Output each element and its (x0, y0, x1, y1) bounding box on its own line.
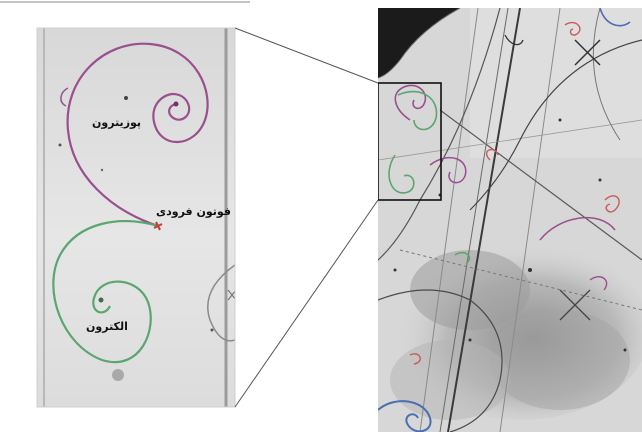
electron-track (52, 220, 159, 364)
electron-label: الکترون (86, 320, 128, 333)
zoom-connector-lines-icon (234, 27, 379, 408)
positron-track (66, 42, 209, 228)
bubble-chamber-photo (378, 8, 642, 432)
positron-label: پوزیترون (92, 116, 142, 129)
photon-vertex (153, 221, 163, 231)
zoom-inset-panel (37, 28, 235, 407)
inset-frame-icon (378, 82, 442, 201)
incoming-photon-label: فوتون فرودی (156, 205, 231, 218)
